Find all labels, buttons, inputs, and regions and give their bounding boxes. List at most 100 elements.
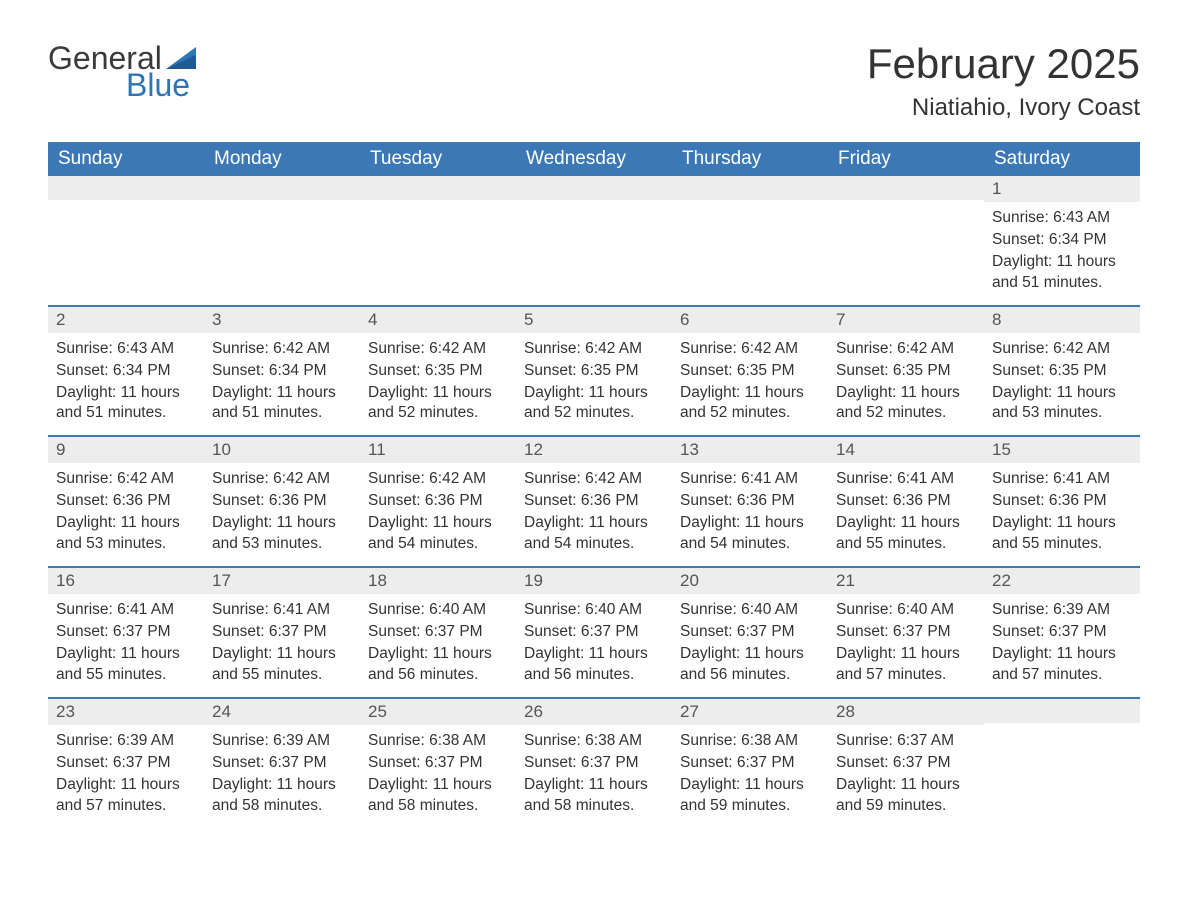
sunset-line: Sunset: 6:36 PM xyxy=(992,491,1132,512)
calendar: SundayMondayTuesdayWednesdayThursdayFrid… xyxy=(48,142,1140,827)
day-number: 16 xyxy=(48,568,204,594)
day-number: 2 xyxy=(48,307,204,333)
sunrise-line: Sunrise: 6:41 AM xyxy=(836,469,976,490)
sunrise-line: Sunrise: 6:39 AM xyxy=(212,731,352,752)
daylight-line: Daylight: 11 hours and 55 minutes. xyxy=(992,513,1132,555)
sunset-line: Sunset: 6:36 PM xyxy=(212,491,352,512)
sunrise-line: Sunrise: 6:39 AM xyxy=(992,600,1132,621)
calendar-day: 12Sunrise: 6:42 AMSunset: 6:36 PMDayligh… xyxy=(516,437,672,566)
day-content: Sunrise: 6:42 AMSunset: 6:36 PMDaylight:… xyxy=(204,463,360,566)
daylight-line: Daylight: 11 hours and 51 minutes. xyxy=(56,383,196,425)
sunrise-line: Sunrise: 6:40 AM xyxy=(680,600,820,621)
calendar-day xyxy=(828,176,984,305)
daylight-line: Daylight: 11 hours and 59 minutes. xyxy=(836,775,976,817)
sunset-line: Sunset: 6:37 PM xyxy=(992,622,1132,643)
sunrise-line: Sunrise: 6:42 AM xyxy=(212,469,352,490)
daylight-line: Daylight: 11 hours and 51 minutes. xyxy=(992,252,1132,294)
day-content: Sunrise: 6:42 AMSunset: 6:35 PMDaylight:… xyxy=(828,333,984,436)
daylight-line: Daylight: 11 hours and 53 minutes. xyxy=(56,513,196,555)
calendar-day: 7Sunrise: 6:42 AMSunset: 6:35 PMDaylight… xyxy=(828,307,984,436)
sunrise-line: Sunrise: 6:42 AM xyxy=(56,469,196,490)
sunset-line: Sunset: 6:35 PM xyxy=(524,361,664,382)
day-number: 17 xyxy=(204,568,360,594)
day-content: Sunrise: 6:42 AMSunset: 6:35 PMDaylight:… xyxy=(360,333,516,436)
day-number: 13 xyxy=(672,437,828,463)
sunset-line: Sunset: 6:37 PM xyxy=(56,753,196,774)
sunrise-line: Sunrise: 6:42 AM xyxy=(212,339,352,360)
day-number: 3 xyxy=(204,307,360,333)
calendar-day xyxy=(984,699,1140,828)
sunrise-line: Sunrise: 6:43 AM xyxy=(56,339,196,360)
calendar-day xyxy=(516,176,672,305)
day-number: 26 xyxy=(516,699,672,725)
daylight-line: Daylight: 11 hours and 52 minutes. xyxy=(368,383,508,425)
day-number: 23 xyxy=(48,699,204,725)
day-content: Sunrise: 6:41 AMSunset: 6:36 PMDaylight:… xyxy=(984,463,1140,566)
sunset-line: Sunset: 6:37 PM xyxy=(836,753,976,774)
sunrise-line: Sunrise: 6:43 AM xyxy=(992,208,1132,229)
sunset-line: Sunset: 6:37 PM xyxy=(680,753,820,774)
sunset-line: Sunset: 6:35 PM xyxy=(836,361,976,382)
sunset-line: Sunset: 6:36 PM xyxy=(836,491,976,512)
calendar-day: 20Sunrise: 6:40 AMSunset: 6:37 PMDayligh… xyxy=(672,568,828,697)
day-number xyxy=(516,176,672,200)
weekday-header: Friday xyxy=(828,142,984,176)
daylight-line: Daylight: 11 hours and 56 minutes. xyxy=(680,644,820,686)
day-number: 8 xyxy=(984,307,1140,333)
sunrise-line: Sunrise: 6:42 AM xyxy=(368,339,508,360)
weekday-header-row: SundayMondayTuesdayWednesdayThursdayFrid… xyxy=(48,142,1140,176)
calendar-day: 22Sunrise: 6:39 AMSunset: 6:37 PMDayligh… xyxy=(984,568,1140,697)
sunrise-line: Sunrise: 6:40 AM xyxy=(524,600,664,621)
sunset-line: Sunset: 6:37 PM xyxy=(368,622,508,643)
day-content: Sunrise: 6:43 AMSunset: 6:34 PMDaylight:… xyxy=(984,202,1140,305)
daylight-line: Daylight: 11 hours and 55 minutes. xyxy=(212,644,352,686)
calendar-day: 6Sunrise: 6:42 AMSunset: 6:35 PMDaylight… xyxy=(672,307,828,436)
day-number: 1 xyxy=(984,176,1140,202)
day-content xyxy=(516,200,672,216)
daylight-line: Daylight: 11 hours and 57 minutes. xyxy=(56,775,196,817)
calendar-week: 2Sunrise: 6:43 AMSunset: 6:34 PMDaylight… xyxy=(48,305,1140,436)
calendar-day: 24Sunrise: 6:39 AMSunset: 6:37 PMDayligh… xyxy=(204,699,360,828)
weekday-header: Thursday xyxy=(672,142,828,176)
day-content: Sunrise: 6:41 AMSunset: 6:36 PMDaylight:… xyxy=(672,463,828,566)
sunset-line: Sunset: 6:37 PM xyxy=(836,622,976,643)
day-content xyxy=(672,200,828,216)
daylight-line: Daylight: 11 hours and 55 minutes. xyxy=(56,644,196,686)
sunrise-line: Sunrise: 6:42 AM xyxy=(992,339,1132,360)
day-number xyxy=(828,176,984,200)
sunrise-line: Sunrise: 6:41 AM xyxy=(56,600,196,621)
daylight-line: Daylight: 11 hours and 58 minutes. xyxy=(524,775,664,817)
day-number: 15 xyxy=(984,437,1140,463)
day-content xyxy=(828,200,984,216)
calendar-day: 13Sunrise: 6:41 AMSunset: 6:36 PMDayligh… xyxy=(672,437,828,566)
day-number: 7 xyxy=(828,307,984,333)
calendar-day xyxy=(48,176,204,305)
calendar-day xyxy=(360,176,516,305)
calendar-day: 14Sunrise: 6:41 AMSunset: 6:36 PMDayligh… xyxy=(828,437,984,566)
logo-word-blue: Blue xyxy=(126,67,190,104)
day-content: Sunrise: 6:39 AMSunset: 6:37 PMDaylight:… xyxy=(48,725,204,828)
sunrise-line: Sunrise: 6:42 AM xyxy=(368,469,508,490)
sunset-line: Sunset: 6:35 PM xyxy=(368,361,508,382)
day-number xyxy=(48,176,204,200)
calendar-day: 26Sunrise: 6:38 AMSunset: 6:37 PMDayligh… xyxy=(516,699,672,828)
day-number: 5 xyxy=(516,307,672,333)
day-content: Sunrise: 6:43 AMSunset: 6:34 PMDaylight:… xyxy=(48,333,204,436)
calendar-day: 2Sunrise: 6:43 AMSunset: 6:34 PMDaylight… xyxy=(48,307,204,436)
calendar-day: 27Sunrise: 6:38 AMSunset: 6:37 PMDayligh… xyxy=(672,699,828,828)
sunset-line: Sunset: 6:34 PM xyxy=(992,230,1132,251)
sunrise-line: Sunrise: 6:38 AM xyxy=(680,731,820,752)
day-content: Sunrise: 6:38 AMSunset: 6:37 PMDaylight:… xyxy=(672,725,828,828)
calendar-day: 21Sunrise: 6:40 AMSunset: 6:37 PMDayligh… xyxy=(828,568,984,697)
day-content: Sunrise: 6:42 AMSunset: 6:34 PMDaylight:… xyxy=(204,333,360,436)
day-number: 19 xyxy=(516,568,672,594)
calendar-day: 16Sunrise: 6:41 AMSunset: 6:37 PMDayligh… xyxy=(48,568,204,697)
calendar-day: 19Sunrise: 6:40 AMSunset: 6:37 PMDayligh… xyxy=(516,568,672,697)
calendar-day: 8Sunrise: 6:42 AMSunset: 6:35 PMDaylight… xyxy=(984,307,1140,436)
calendar-day: 17Sunrise: 6:41 AMSunset: 6:37 PMDayligh… xyxy=(204,568,360,697)
weekday-header: Sunday xyxy=(48,142,204,176)
calendar-day: 4Sunrise: 6:42 AMSunset: 6:35 PMDaylight… xyxy=(360,307,516,436)
daylight-line: Daylight: 11 hours and 53 minutes. xyxy=(212,513,352,555)
daylight-line: Daylight: 11 hours and 52 minutes. xyxy=(524,383,664,425)
daylight-line: Daylight: 11 hours and 57 minutes. xyxy=(836,644,976,686)
